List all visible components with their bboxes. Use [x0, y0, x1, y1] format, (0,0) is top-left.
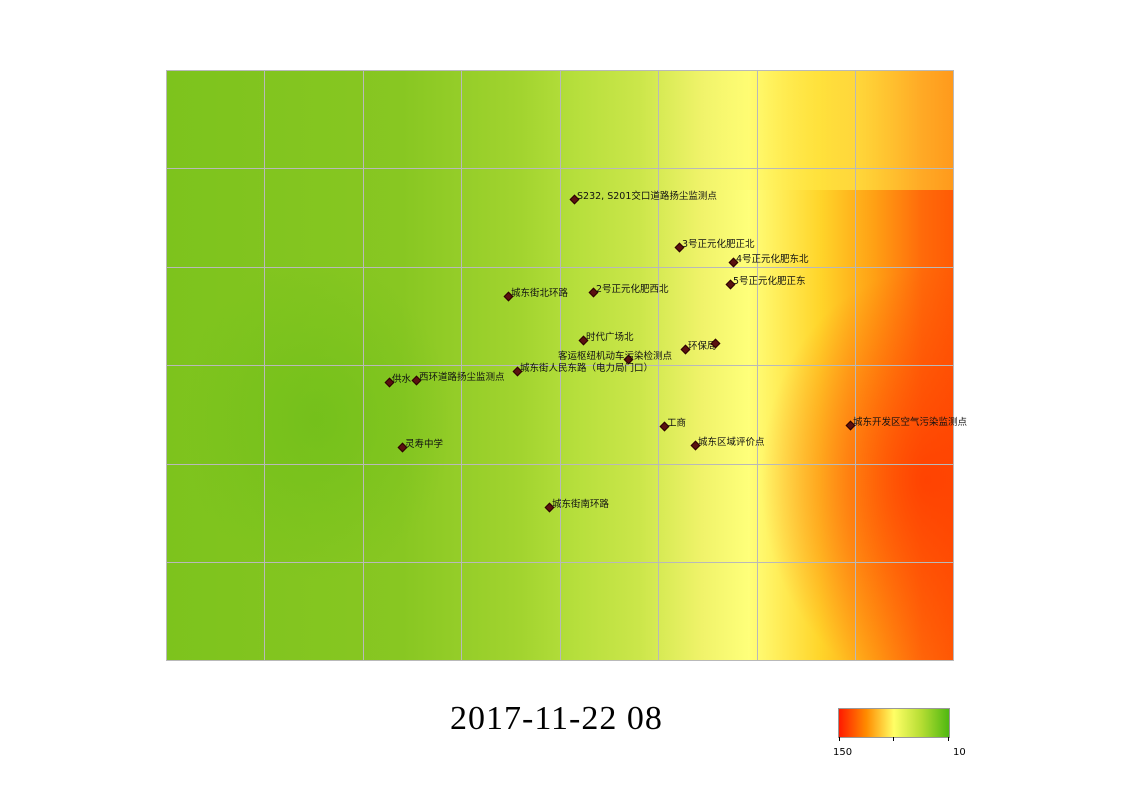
station-label: 5号正元化肥正东	[733, 276, 806, 287]
station-label: 时代广场北	[586, 332, 634, 343]
station-label: 城东开发区空气污染监测点	[853, 417, 968, 428]
map-datetime: 2017-11-22 08	[450, 700, 663, 737]
map-grid	[166, 70, 954, 661]
legend-min-label: 10	[953, 747, 966, 758]
station-label: 供水	[392, 374, 412, 385]
heatmap-top-band	[706, 70, 954, 190]
station-label: 2号正元化肥西北	[596, 284, 669, 295]
legend-tick	[839, 737, 840, 741]
station-label: 城东街南环路	[552, 499, 610, 510]
station-label: 客运枢纽机动车污染检测点	[558, 351, 673, 362]
color-legend	[838, 708, 950, 741]
pollution-heatmap	[166, 70, 954, 661]
legend-tick	[893, 737, 894, 741]
station-label: 工商	[667, 418, 687, 429]
legend-max-label: 150	[833, 747, 853, 758]
station-label: 4号正元化肥东北	[736, 254, 809, 265]
station-label: 灵寿中学	[405, 439, 444, 450]
station-label: S232, S201交口道路扬尘监测点	[577, 191, 717, 202]
station-label: 城东街人民东路（电力局门口）	[520, 363, 654, 374]
legend-tick	[948, 737, 949, 741]
station-label: 城东街北环路	[511, 288, 569, 299]
station-label: 西环道路扬尘监测点	[419, 372, 505, 383]
station-label: 3号正元化肥正北	[682, 239, 755, 250]
station-label: 环保局	[688, 341, 717, 352]
station-label: 城东区域评价点	[698, 437, 765, 448]
